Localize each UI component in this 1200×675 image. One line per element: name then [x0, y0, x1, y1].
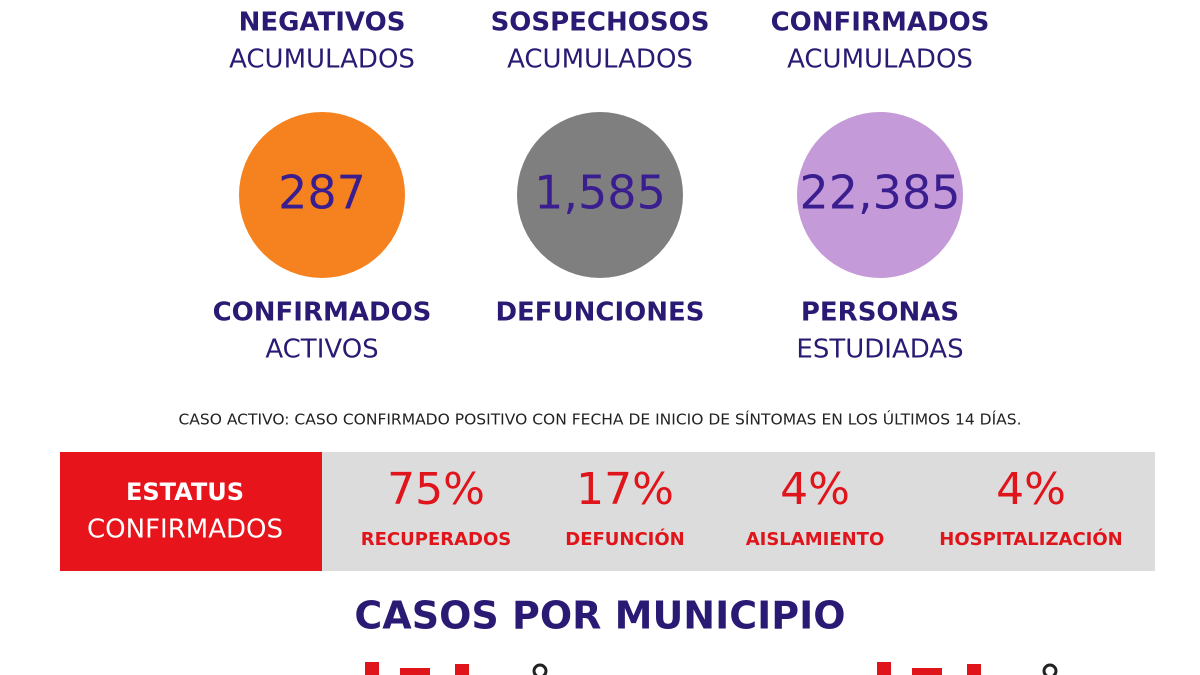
stat-label-normal: ACTIVOS	[265, 335, 378, 365]
status-value: 17%	[576, 464, 674, 515]
status-value: 75%	[387, 464, 485, 515]
header-normal: ACUMULADOS	[507, 45, 693, 75]
status-title-bold: ESTATUS	[126, 478, 244, 506]
status-title-box	[60, 452, 322, 571]
status-label: AISLAMIENTO	[746, 529, 885, 550]
header-bold: CONFIRMADOS	[771, 8, 990, 38]
stat-label-normal: ESTUDIADAS	[796, 335, 963, 365]
status-bar	[322, 452, 1155, 571]
status-value: 4%	[780, 464, 850, 515]
bottom-icons	[365, 662, 1058, 675]
status-label: HOSPITALIZACIÓN	[939, 528, 1122, 550]
stat-circle	[239, 112, 405, 278]
status-label: RECUPERADOS	[361, 529, 511, 550]
stat-circle	[517, 112, 683, 278]
stat-label-bold: PERSONAS	[801, 298, 959, 328]
section-title: CASOS POR MUNICIPIO	[354, 594, 845, 638]
status-label: DEFUNCIÓN	[565, 528, 685, 550]
stat-circle	[797, 112, 963, 278]
status-title-normal: CONFIRMADOS	[87, 515, 283, 545]
header-bold: NEGATIVOS	[239, 8, 406, 38]
stat-label-bold: CONFIRMADOS	[213, 298, 432, 328]
status-value: 4%	[996, 464, 1066, 515]
header-bold: SOSPECHOSOS	[491, 8, 710, 38]
stat-value: 287	[278, 166, 366, 220]
stat-label-bold: DEFUNCIONES	[495, 298, 704, 328]
header-normal: ACUMULADOS	[229, 45, 415, 75]
stat-value: 22,385	[800, 166, 961, 220]
stat-value: 1,585	[534, 166, 666, 220]
note: CASO ACTIVO: CASO CONFIRMADO POSITIVO CO…	[178, 410, 1021, 429]
header-normal: ACUMULADOS	[787, 45, 973, 75]
